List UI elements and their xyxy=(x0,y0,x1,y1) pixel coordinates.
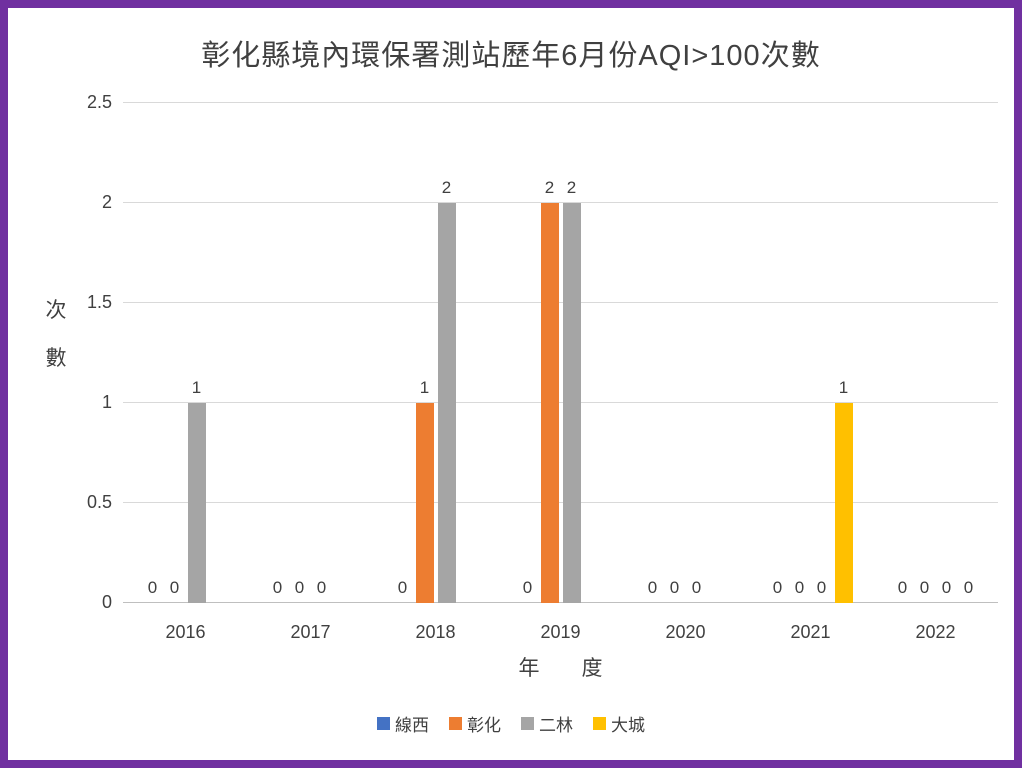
data-label-彰化-2018: 1 xyxy=(419,378,430,397)
legend-item-大城: 大城 xyxy=(593,711,645,736)
x-tick-label-2020: 2020 xyxy=(665,622,706,642)
gridline xyxy=(123,402,998,403)
data-label-彰化-2016: 0 xyxy=(169,578,180,597)
data-label-線西-2019: 0 xyxy=(522,578,533,597)
y-axis-title-char-1: 次 xyxy=(45,299,67,322)
gridline xyxy=(123,502,998,503)
legend: 線西 彰化 二林 大城 xyxy=(8,711,1014,736)
data-label-二林-2020: 0 xyxy=(691,578,702,597)
data-label-彰化-2019: 2 xyxy=(544,178,555,197)
legend-label-大城: 大城 xyxy=(611,716,645,735)
data-label-線西-2017: 0 xyxy=(272,578,283,597)
y-tick-label-0: 0 xyxy=(101,592,112,612)
x-tick-label-2021: 2021 xyxy=(790,622,831,642)
data-label-彰化-2022: 0 xyxy=(919,578,930,597)
x-axis-ticks: 2016 2017 2018 2019 2020 2021 2022 xyxy=(123,620,998,646)
data-label-二林-2016: 1 xyxy=(191,378,202,397)
y-tick-label-2.5: 2.5 xyxy=(86,92,112,112)
bar-二林-2016 xyxy=(187,403,206,603)
y-tick-label-2: 2 xyxy=(101,192,112,212)
x-axis-title: 年 度 xyxy=(518,657,603,680)
data-label-二林-2018: 2 xyxy=(441,178,452,197)
data-label-二林-2021: 0 xyxy=(816,578,827,597)
y-tick-label-0.5: 0.5 xyxy=(86,492,112,512)
legend-label-彰化: 彰化 xyxy=(467,716,501,735)
data-label-彰化-2021: 0 xyxy=(794,578,805,597)
bar-彰化-2019 xyxy=(540,203,559,603)
data-label-線西-2021: 0 xyxy=(772,578,783,597)
data-label-彰化-2017: 0 xyxy=(294,578,305,597)
data-label-彰化-2020: 0 xyxy=(669,578,680,597)
bar-二林-2019 xyxy=(562,203,581,603)
gridline xyxy=(123,302,998,303)
data-label-二林-2022: 0 xyxy=(941,578,952,597)
x-tick-label-2016: 2016 xyxy=(165,622,206,642)
y-tick-label-1.5: 1.5 xyxy=(86,292,112,312)
data-label-線西-2016: 0 xyxy=(147,578,158,597)
y-axis-title-char-2: 數 xyxy=(45,347,67,370)
legend-item-線西: 線西 xyxy=(377,711,429,736)
legend-swatch-二林 xyxy=(521,717,534,730)
legend-item-彰化: 彰化 xyxy=(449,711,501,736)
chart-title: 彰化縣境內環保署測站歷年6月份AQI>100次數 xyxy=(201,40,821,72)
legend-swatch-彰化 xyxy=(449,717,462,730)
data-label-線西-2018: 0 xyxy=(397,578,408,597)
legend-swatch-大城 xyxy=(593,717,606,730)
y-axis-ticks: 0 0.5 1 1.5 2 2.5 xyxy=(8,92,112,612)
legend-swatch-線西 xyxy=(377,717,390,730)
gridline xyxy=(123,102,998,103)
legend-label-二林: 二林 xyxy=(539,716,573,735)
data-label-二林-2019: 2 xyxy=(566,178,577,197)
bar-彰化-2018 xyxy=(415,403,434,603)
x-tick-label-2019: 2019 xyxy=(540,622,581,642)
y-tick-label-1: 1 xyxy=(101,392,112,412)
data-label-大城-2022: 0 xyxy=(963,578,974,597)
x-tick-label-2017: 2017 xyxy=(290,622,331,642)
x-axis-line xyxy=(123,602,998,603)
legend-label-線西: 線西 xyxy=(395,716,429,735)
data-label-線西-2022: 0 xyxy=(897,578,908,597)
data-label-二林-2017: 0 xyxy=(316,578,327,597)
legend-item-二林: 二林 xyxy=(521,711,573,736)
bar-二林-2018 xyxy=(437,203,456,603)
gridline xyxy=(123,202,998,203)
x-tick-label-2022: 2022 xyxy=(915,622,956,642)
y-axis-title: 次 數 xyxy=(36,294,76,372)
data-label-大城-2021: 1 xyxy=(838,378,849,397)
x-tick-label-2018: 2018 xyxy=(415,622,456,642)
data-label-線西-2020: 0 xyxy=(647,578,658,597)
bar-大城-2021 xyxy=(834,403,853,603)
